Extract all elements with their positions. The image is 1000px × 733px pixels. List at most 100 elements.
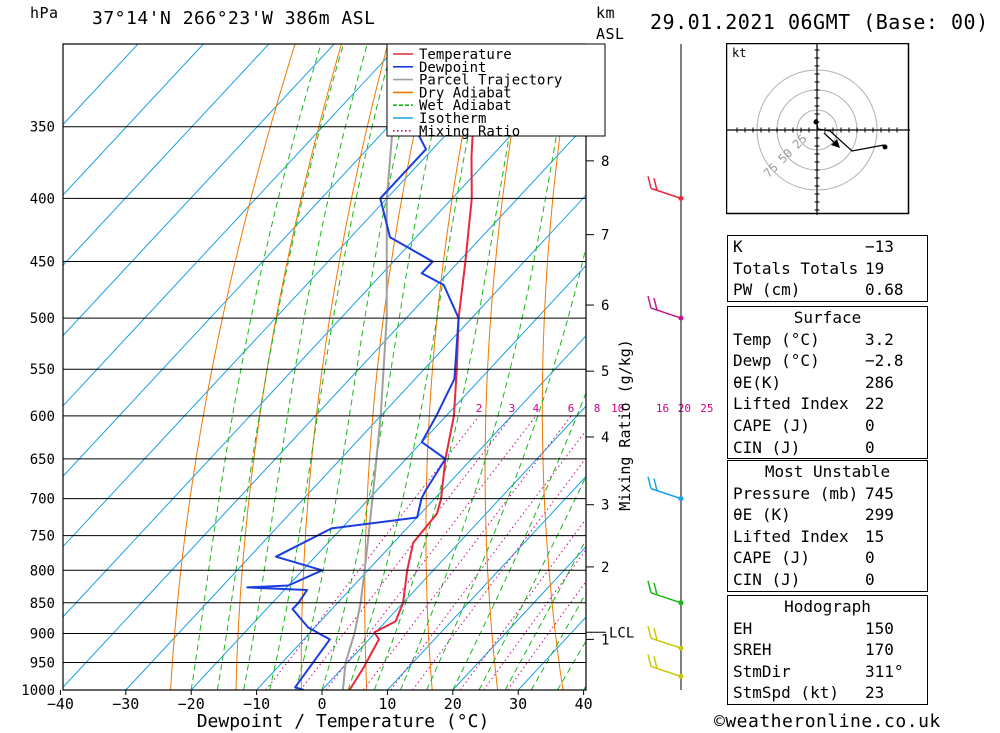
mixing-ratio-label: 3 — [509, 402, 516, 415]
wet-adiabat-line — [400, 44, 574, 690]
isotherm-line — [63, 44, 139, 126]
legend-label: Wet Adiabat — [419, 98, 512, 114]
hodograph-stat-row: StmSpd (kt) 23 — [728, 682, 927, 704]
most-unstable-label: CIN (J) — [733, 569, 801, 589]
parcel-trajectory-line — [341, 44, 401, 690]
isotherm-line — [63, 53, 586, 618]
most-unstable-value: 0 — [865, 548, 875, 568]
hodograph-stat-label: EH — [733, 618, 753, 638]
dry-adiabat-line — [484, 44, 528, 690]
x-tick-label: 20 — [444, 695, 462, 713]
temperature-line — [348, 53, 586, 690]
isotherm-line — [125, 194, 586, 690]
hodograph-stat-label: StmDir — [733, 661, 791, 681]
x-tick-label: −10 — [243, 695, 270, 713]
wet-adiabat-line — [190, 44, 322, 690]
most-unstable-value: 15 — [865, 526, 885, 546]
dry-adiabat-line — [235, 44, 342, 690]
pressure-tick-label: 550 — [30, 362, 55, 378]
index-value: 19 — [865, 258, 885, 278]
wind-barb — [647, 654, 684, 679]
hodograph-stat-value: 23 — [865, 683, 885, 703]
wind-barb — [647, 295, 684, 321]
wind-barb-dot — [678, 645, 684, 651]
km-tick-label: 4 — [601, 430, 609, 446]
legend-label: Isotherm — [419, 111, 486, 127]
wind-barb-dot — [678, 600, 684, 606]
most-unstable-label: θE (K) — [733, 505, 791, 525]
legend-label: Dry Adiabat — [419, 85, 512, 101]
index-row: Totals Totals 19 — [728, 258, 927, 280]
hodograph-unit-label: kt — [732, 46, 746, 60]
surface-title: Surface — [793, 308, 862, 327]
surface-value: −2.8 — [865, 351, 904, 371]
wind-barb — [647, 580, 684, 606]
most-unstable-value: 0 — [865, 569, 875, 589]
indices-table: K −13 Totals Totals 19 PW (cm) 0.68 — [727, 235, 928, 302]
wind-barb-dot — [678, 496, 684, 502]
hodograph-stat-label: StmSpd (kt) — [733, 683, 839, 703]
km-tick-label: 2 — [601, 560, 609, 576]
surface-row: Dewp (°C) −2.8 — [728, 350, 927, 372]
pressure-tick-label: 850 — [30, 596, 55, 612]
isotherm-line — [63, 44, 400, 407]
km-tick-label: 7 — [601, 228, 609, 244]
most-unstable-row: Lifted Index 15 — [728, 526, 927, 548]
mixing-ratio-line — [300, 415, 513, 690]
surface-value: 3.2 — [865, 329, 894, 349]
mixing-ratio-line — [362, 415, 572, 690]
km-tick-label: 6 — [601, 298, 609, 314]
index-value: −13 — [865, 237, 894, 256]
surface-row: Temp (°C) 3.2 — [728, 329, 927, 351]
most-unstable-label: Pressure (mb) — [733, 483, 859, 503]
surface-value: 0 — [865, 415, 875, 435]
wet-adiabat-line — [295, 44, 422, 690]
surface-row: CAPE (J) 0 — [728, 415, 927, 437]
mixing-ratio-label: 20 — [678, 402, 691, 415]
surface-value: 22 — [865, 394, 885, 414]
pressure-tick-label: 350 — [30, 120, 55, 136]
index-value: 0.68 — [865, 280, 904, 300]
pressure-tick-label: 700 — [30, 492, 55, 508]
surface-label: CIN (J) — [733, 437, 801, 457]
dry-adiabat-line — [944, 35, 1000, 690]
wind-barb — [647, 625, 684, 651]
isotherm-line — [387, 475, 586, 690]
wind-barb-dot — [678, 195, 684, 201]
wet-adiabat-line — [216, 44, 344, 690]
most-unstable-row: CIN (J) 0 — [728, 569, 927, 591]
hodograph-table: Hodograph EH 150 SREH 170 StmDir 311° StmSpd (… — [727, 595, 928, 705]
pressure-tick-label: 500 — [30, 311, 55, 327]
index-label: PW (cm) — [733, 280, 801, 300]
surface-value: 0 — [865, 437, 875, 457]
legend-label: Temperature — [419, 47, 512, 63]
km-label: km — [596, 4, 616, 22]
wet-adiabat-line — [347, 44, 488, 690]
x-tick-label: 40 — [575, 695, 593, 713]
wet-adiabat-line — [504, 538, 586, 690]
isotherm-line — [63, 44, 335, 337]
x-tick-label: −30 — [112, 695, 139, 713]
wet-adiabat-line — [478, 475, 586, 690]
pressure-tick-label: 900 — [30, 626, 55, 642]
asl-label: ASL — [596, 25, 625, 43]
hodograph-stat-value: 311° — [865, 661, 904, 681]
km-tick-label: 3 — [601, 498, 609, 514]
km-tick-label: 8 — [601, 154, 609, 170]
y-axis-right-title: Mixing Ratio (g/kg) — [616, 339, 634, 511]
location-title: 37°14'N 266°23'W 386m ASL — [92, 8, 376, 29]
dry-adiabat-line — [651, 35, 693, 690]
hpa-axis-label: hPa — [30, 4, 59, 22]
copyright[interactable]: ©weatheronline.co.uk — [714, 711, 941, 732]
index-label: K — [733, 237, 743, 256]
most-unstable-label: Lifted Index — [733, 526, 849, 546]
dry-adiabat-line — [990, 35, 1000, 690]
isotherm-line — [63, 44, 466, 477]
legend-label: Parcel Trajectory — [419, 73, 562, 89]
isotherm-line — [321, 405, 586, 690]
mixing-ratio-label: 8 — [594, 402, 601, 415]
pressure-tick-label: 800 — [30, 563, 55, 579]
wind-barb — [647, 176, 684, 201]
isotherm-line — [63, 44, 531, 548]
